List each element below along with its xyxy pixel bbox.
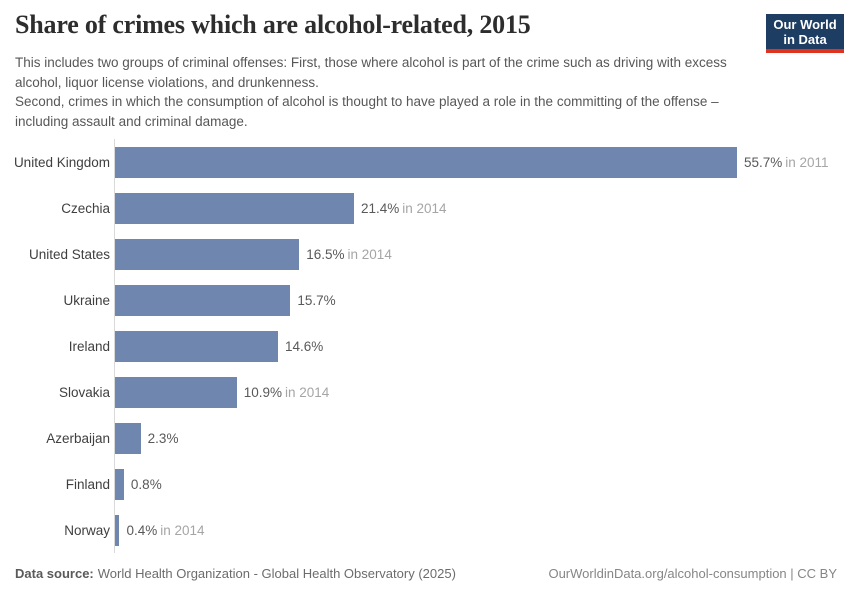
bar[interactable] bbox=[115, 330, 279, 362]
bar[interactable] bbox=[115, 514, 120, 546]
value-label: 10.9% in 2014 bbox=[244, 385, 330, 400]
bar[interactable] bbox=[115, 284, 291, 316]
bar-area: 16.5% in 2014 bbox=[115, 238, 850, 270]
bar-chart: United Kingdom 55.7% in 2011 Czechia 21.4% in… bbox=[0, 139, 850, 553]
value-number: 16.5% bbox=[306, 246, 345, 262]
bar[interactable] bbox=[115, 468, 124, 500]
bar[interactable] bbox=[115, 422, 141, 454]
country-label: United Kingdom bbox=[13, 154, 110, 170]
footer-credit-link[interactable]: OurWorldinData.org/alcohol-consumption |… bbox=[548, 566, 837, 581]
bar[interactable] bbox=[115, 146, 737, 178]
value-label: 14.6% bbox=[285, 339, 323, 354]
bar-row[interactable]: Ireland 14.6% bbox=[0, 323, 850, 369]
value-label: 0.8% bbox=[131, 477, 162, 492]
owid-logo-line2: in Data bbox=[783, 32, 827, 47]
value-number: 55.7% bbox=[744, 154, 783, 170]
chart-footer: Data source: World Health Organization - … bbox=[15, 566, 837, 581]
value-number: 10.9% bbox=[243, 384, 282, 400]
bar[interactable] bbox=[115, 238, 300, 270]
value-number: 2.3% bbox=[147, 430, 179, 446]
country-label: Finland bbox=[65, 476, 110, 492]
value-label: 55.7% in 2011 bbox=[744, 155, 829, 170]
owid-logo-line1: Our World bbox=[773, 17, 837, 32]
country-label: Norway bbox=[64, 522, 110, 538]
bar-area: 10.9% in 2014 bbox=[115, 376, 850, 408]
value-number: 14.6% bbox=[285, 338, 324, 354]
chart-subtitle: This includes two groups of criminal off… bbox=[15, 53, 763, 131]
value-label: 2.3% bbox=[148, 431, 179, 446]
subtitle-paragraph-2: Second, crimes in which the consumption … bbox=[15, 94, 719, 129]
bar-area: 0.8% bbox=[115, 468, 850, 500]
bar-area: 2.3% bbox=[115, 422, 850, 454]
value-label: 16.5% in 2014 bbox=[306, 247, 392, 262]
bar-row[interactable]: Azerbaijan 2.3% bbox=[0, 415, 850, 461]
bar-row[interactable]: Finland 0.8% bbox=[0, 461, 850, 507]
owid-logo[interactable]: Our World in Data bbox=[766, 14, 844, 53]
bar-rows: United Kingdom 55.7% in 2011 Czechia 21.4% in… bbox=[0, 139, 850, 553]
value-year-note: in 2014 bbox=[160, 522, 205, 538]
bar-row[interactable]: Slovakia 10.9% in 2014 bbox=[0, 369, 850, 415]
country-label: Czechia bbox=[61, 200, 110, 216]
page-title: Share of crimes which are alcohol-relate… bbox=[15, 10, 531, 39]
value-number: 0.4% bbox=[126, 522, 158, 538]
bar-area: 55.7% in 2011 bbox=[115, 146, 850, 178]
value-number: 15.7% bbox=[297, 292, 336, 308]
value-year-note: in 2014 bbox=[347, 246, 392, 262]
country-label: United States bbox=[28, 246, 110, 262]
bar-area: 0.4% in 2014 bbox=[115, 514, 850, 546]
data-source: Data source: World Health Organization - … bbox=[15, 566, 456, 581]
bar-area: 14.6% bbox=[115, 330, 850, 362]
value-label: 15.7% bbox=[297, 293, 335, 308]
bar-area: 21.4% in 2014 bbox=[115, 192, 850, 224]
subtitle-paragraph-1: This includes two groups of criminal off… bbox=[15, 55, 727, 90]
value-label: 0.4% in 2014 bbox=[126, 523, 204, 538]
bar-row[interactable]: United Kingdom 55.7% in 2011 bbox=[0, 139, 850, 185]
data-source-label: Data source: bbox=[15, 566, 94, 581]
country-label: Slovakia bbox=[58, 384, 110, 400]
value-year-note: in 2014 bbox=[402, 200, 447, 216]
value-year-note: in 2011 bbox=[785, 154, 829, 170]
y-axis-line bbox=[114, 139, 115, 553]
bar[interactable] bbox=[115, 376, 237, 408]
bar-row[interactable]: Ukraine 15.7% bbox=[0, 277, 850, 323]
country-label: Ukraine bbox=[63, 292, 110, 308]
bar-row[interactable]: United States 16.5% in 2014 bbox=[0, 231, 850, 277]
value-year-note: in 2014 bbox=[285, 384, 330, 400]
value-label: 21.4% in 2014 bbox=[361, 201, 447, 216]
country-label: Ireland bbox=[68, 338, 110, 354]
data-source-value: World Health Organization - Global Healt… bbox=[97, 566, 456, 581]
value-number: 0.8% bbox=[130, 476, 162, 492]
bar-area: 15.7% bbox=[115, 284, 850, 316]
country-label: Azerbaijan bbox=[46, 430, 110, 446]
bar[interactable] bbox=[115, 192, 354, 224]
bar-row[interactable]: Czechia 21.4% in 2014 bbox=[0, 185, 850, 231]
bar-row[interactable]: Norway 0.4% in 2014 bbox=[0, 507, 850, 553]
value-number: 21.4% bbox=[360, 200, 400, 216]
